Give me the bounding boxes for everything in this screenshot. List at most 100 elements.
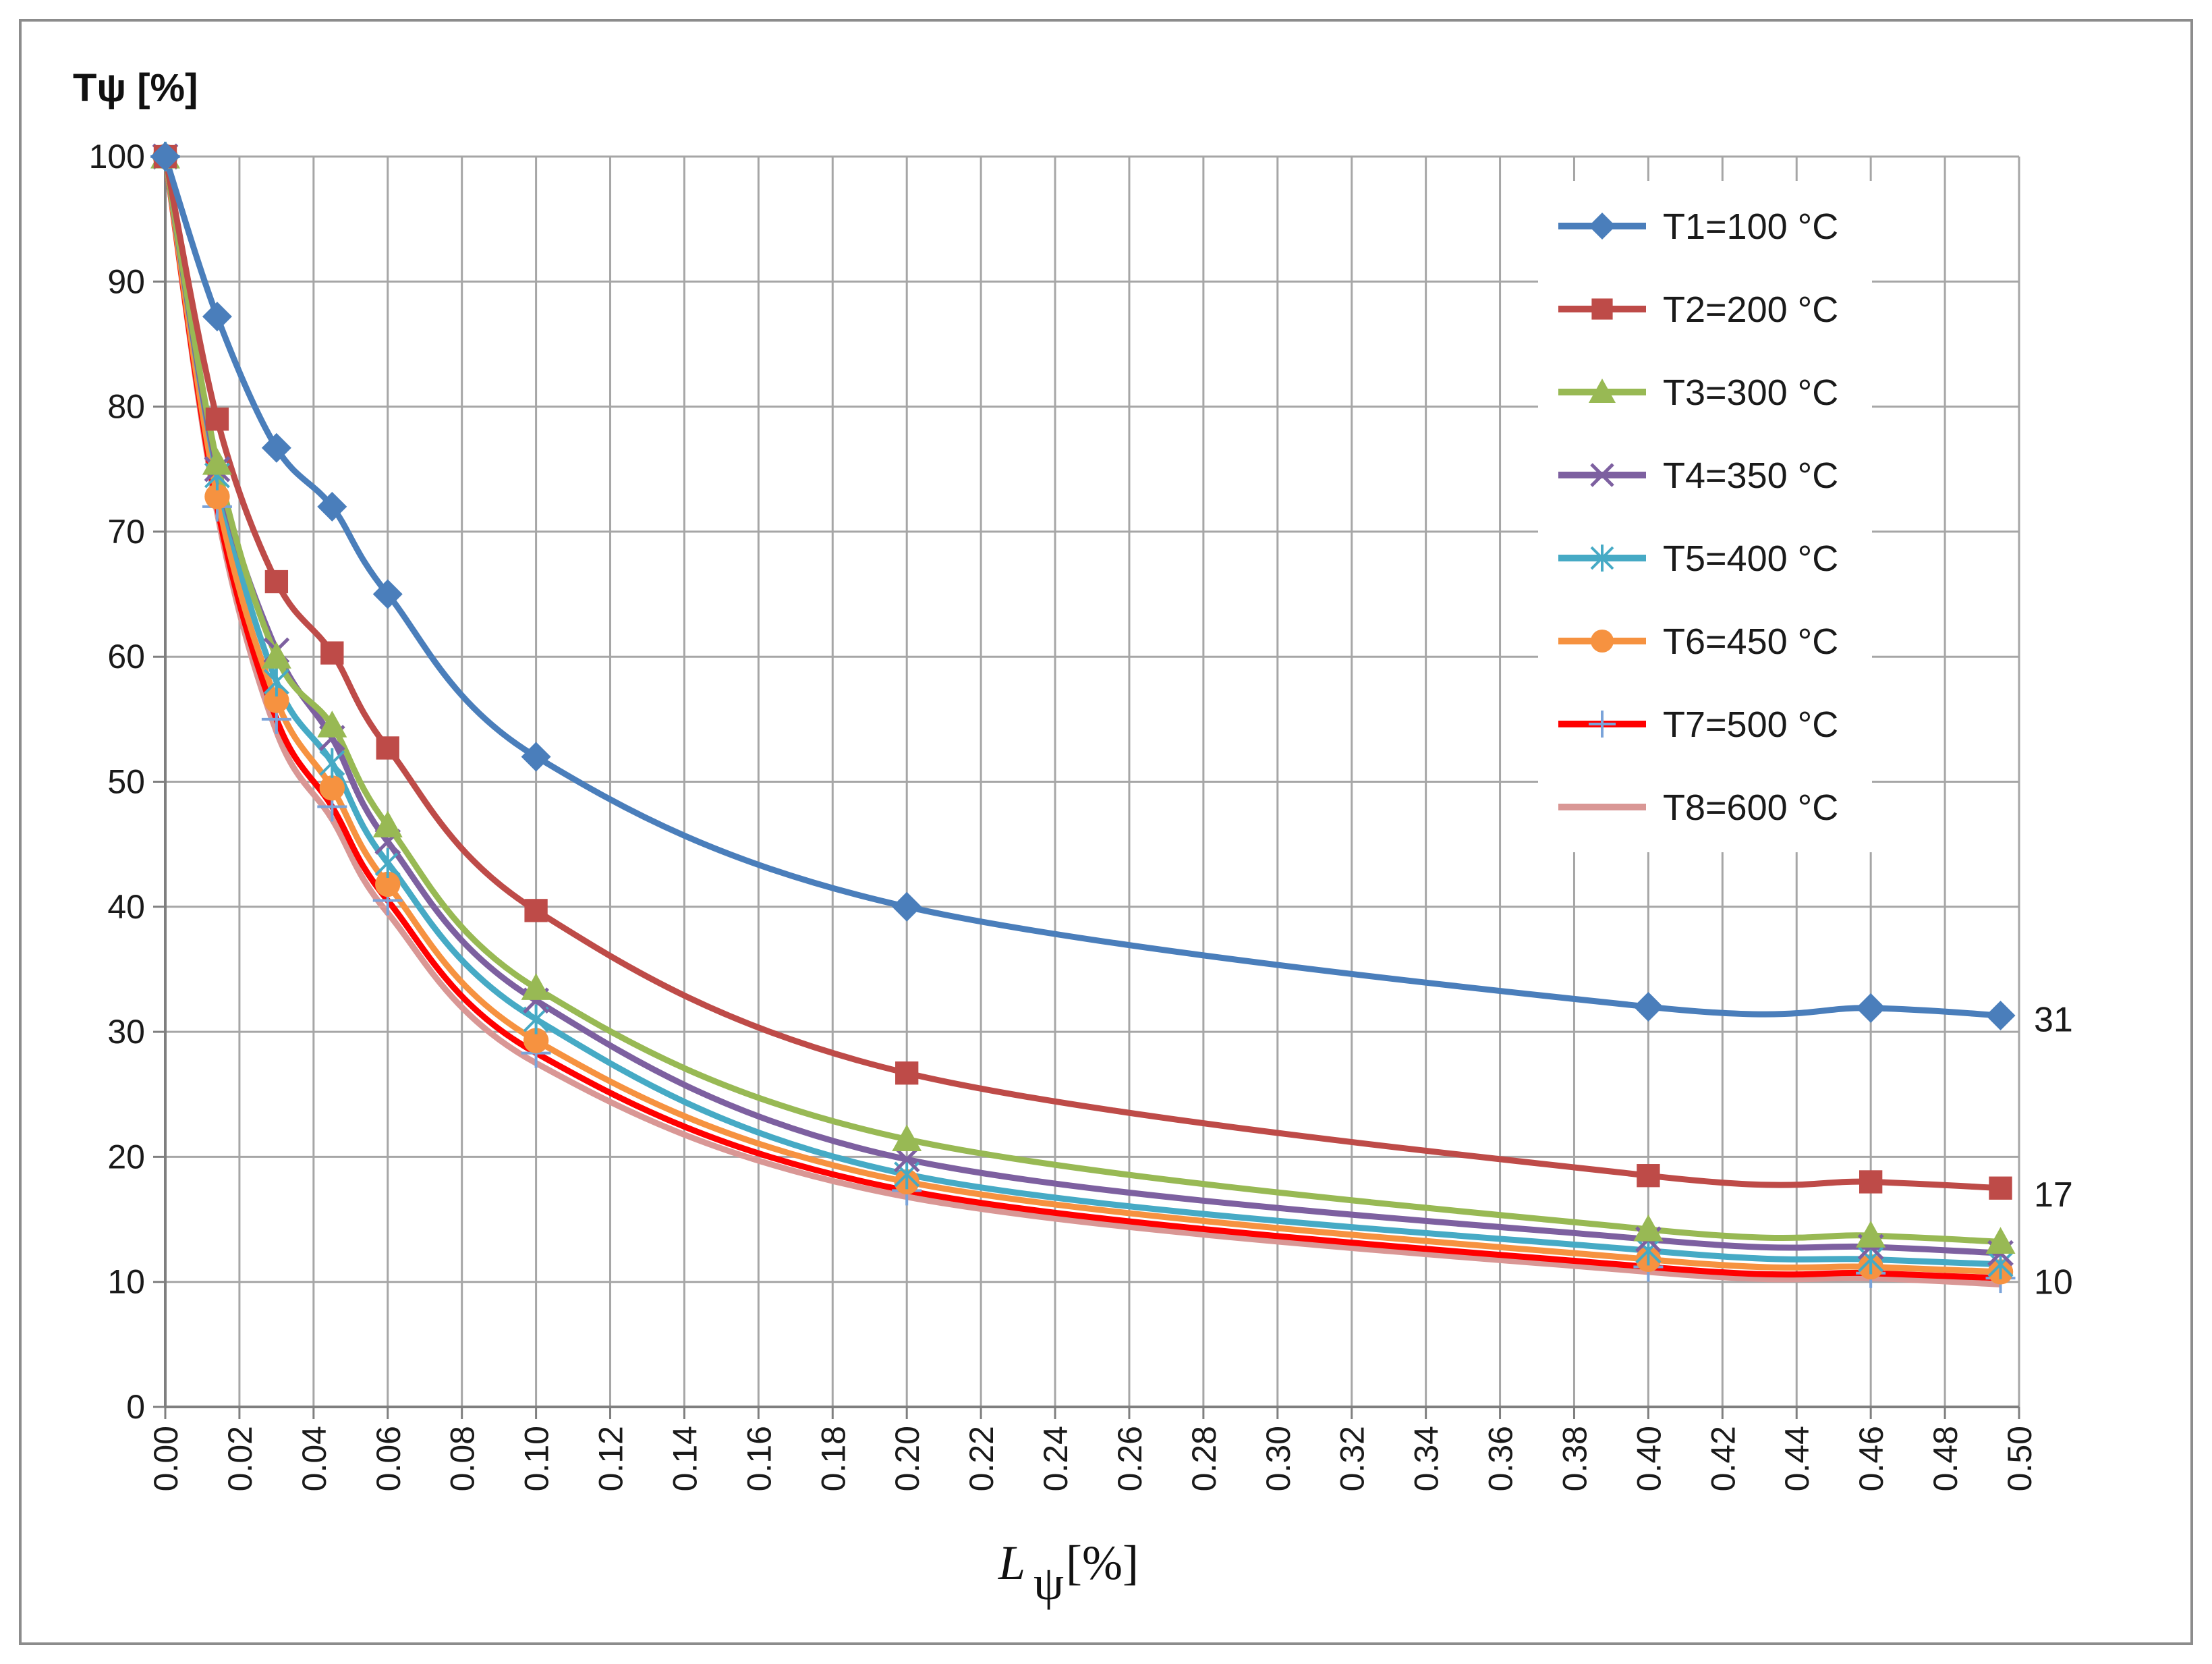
legend: T1=100 °C T2=200 °C T3=300 °C T4=350 °C T5=4… xyxy=(1538,181,1872,852)
x-tick-label: 0.34 xyxy=(1408,1426,1446,1491)
legend-item-1: T1=100 °C xyxy=(1558,206,1838,247)
x-tick-label: 0.40 xyxy=(1630,1426,1668,1491)
legend-label: T6=450 °C xyxy=(1663,621,1838,662)
x-tick-label: 0.50 xyxy=(2001,1426,2039,1491)
legend-box xyxy=(1538,181,1872,852)
end-label: 10 xyxy=(2034,1263,2073,1302)
data-point-2-8 xyxy=(1859,1170,1883,1194)
data-point-1-6 xyxy=(892,891,922,922)
data-point-6-4 xyxy=(375,871,401,897)
legend-marker xyxy=(1590,545,1614,572)
data-point-1-0 xyxy=(150,142,180,171)
data-point-2-5 xyxy=(524,899,548,922)
data-point-1-8 xyxy=(1856,993,1886,1023)
data-point-6-3 xyxy=(319,775,345,801)
data-point-2-4 xyxy=(376,736,399,760)
legend-item-6: T6=450 °C xyxy=(1558,621,1838,662)
legend-marker xyxy=(1591,298,1613,320)
data-point-2-7 xyxy=(1637,1164,1660,1188)
data-point-3-7 xyxy=(1633,1214,1664,1242)
x-tick-label: 0.12 xyxy=(592,1426,630,1491)
legend-item-3: T3=300 °C xyxy=(1558,372,1838,413)
data-point-6-2 xyxy=(264,688,289,713)
x-tick-label: 0.00 xyxy=(147,1426,185,1491)
x-tick-label: 0.32 xyxy=(1334,1426,1371,1491)
legend-label: T2=200 °C xyxy=(1663,289,1838,330)
data-point-3-4 xyxy=(372,810,403,837)
data-point-2-3 xyxy=(320,641,344,665)
y-axis-label: Tψ [%] xyxy=(73,66,198,110)
x-tick-label: 0.06 xyxy=(370,1426,407,1491)
data-point-1-9 xyxy=(1985,1001,2016,1031)
data-point-5-4 xyxy=(374,848,401,878)
legend-label: T8=600 °C xyxy=(1663,787,1838,828)
x-tick-label: 0.30 xyxy=(1259,1426,1297,1491)
y-tick-label: 40 xyxy=(107,888,145,926)
legend-label: T3=300 °C xyxy=(1663,372,1838,413)
legend-item-4: T4=350 °C xyxy=(1558,455,1838,496)
data-point-1-5 xyxy=(521,742,551,772)
end-label: 17 xyxy=(2034,1175,2073,1215)
x-tick-label: 0.04 xyxy=(295,1426,333,1491)
y-tick-label: 0 xyxy=(126,1388,145,1426)
legend-item-7: T7=500 °C xyxy=(1558,704,1838,745)
legend-item-2: T2=200 °C xyxy=(1558,289,1838,330)
y-tick-label: 30 xyxy=(107,1013,145,1051)
end-label: 31 xyxy=(2034,1001,2073,1040)
y-tick-label: 70 xyxy=(107,513,145,551)
axes: 0.00 0.02 0.04 0.06 0.08 0.10 0.12 0.14 0.16 0.18… xyxy=(89,138,2039,1491)
y-tick-label: 90 xyxy=(107,262,145,300)
legend-label: T7=500 °C xyxy=(1663,704,1838,745)
series-line-2 xyxy=(162,156,2001,1192)
legend-marker xyxy=(1589,711,1616,738)
y-tick-label: 10 xyxy=(107,1263,145,1301)
x-tick-label: 0.02 xyxy=(221,1426,259,1491)
x-tick-label: 0.10 xyxy=(518,1426,556,1491)
x-axis-label-unit: [%] xyxy=(1066,1536,1139,1590)
data-point-3-9 xyxy=(1985,1227,2016,1254)
data-point-2-2 xyxy=(264,570,289,594)
x-tick-label: 0.44 xyxy=(1778,1426,1816,1491)
x-tick-label: 0.24 xyxy=(1037,1426,1075,1491)
x-tick-label: 0.08 xyxy=(444,1426,482,1491)
x-tick-label: 0.42 xyxy=(1704,1426,1742,1491)
data-point-1-4 xyxy=(372,579,403,609)
legend-marker xyxy=(1589,213,1616,240)
x-tick-label: 0.18 xyxy=(814,1426,852,1491)
data-point-3-6 xyxy=(892,1124,922,1152)
legend-marker xyxy=(1590,463,1614,487)
legend-item-5: T5=400 °C xyxy=(1558,538,1838,579)
series-line-1 xyxy=(162,155,2001,1019)
end-annotations: 31 17 10 xyxy=(2034,1001,2073,1302)
data-point-5-5 xyxy=(523,1004,549,1034)
series-line-7 xyxy=(162,156,2001,1281)
data-point-2-6 xyxy=(895,1061,919,1085)
data-point-3-8 xyxy=(1856,1221,1886,1248)
x-tick-label: 0.22 xyxy=(963,1426,1000,1491)
data-point-3-5 xyxy=(521,973,551,1000)
data-point-2-9 xyxy=(1989,1176,2012,1200)
x-tick-label: 0.46 xyxy=(1852,1426,1890,1491)
y-tick-label: 20 xyxy=(107,1138,145,1175)
x-tick-label: 0.26 xyxy=(1111,1426,1149,1491)
y-tick-label: 60 xyxy=(107,638,145,675)
x-tick-label: 0.48 xyxy=(1927,1426,1964,1491)
x-tick-label: 0.20 xyxy=(888,1426,926,1491)
x-axis-label-main: L xyxy=(998,1536,1025,1590)
x-tick-label: 0.14 xyxy=(666,1426,704,1491)
x-tick-label: 0.16 xyxy=(740,1426,778,1491)
legend-marker xyxy=(1591,630,1614,653)
data-point-2-1 xyxy=(205,407,229,431)
data-point-3-3 xyxy=(317,711,347,738)
x-tick-label: 0.36 xyxy=(1482,1426,1520,1491)
series-line-5 xyxy=(162,156,2001,1268)
y-tick-label: 50 xyxy=(107,763,145,801)
legend-label: T5=400 °C xyxy=(1663,538,1838,579)
data-point-3-1 xyxy=(202,447,232,475)
legend-marker xyxy=(1589,379,1616,403)
data-point-1-7 xyxy=(1633,992,1664,1022)
x-tick-label: 0.38 xyxy=(1556,1426,1593,1491)
data-point-1-1 xyxy=(202,302,232,332)
data-point-6-1 xyxy=(204,484,230,509)
